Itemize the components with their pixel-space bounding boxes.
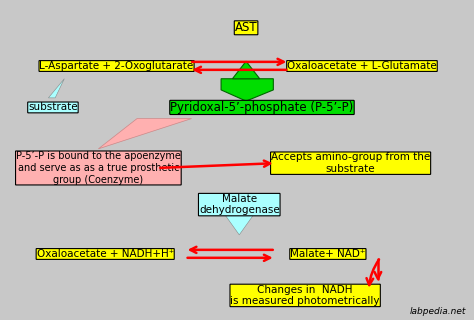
- Text: P-5’-P is bound to the apoenzyme
and serve as as a true prosthetic
group (Coenzy: P-5’-P is bound to the apoenzyme and ser…: [16, 151, 181, 185]
- Text: Oxaloacetate + NADH+H⁺: Oxaloacetate + NADH+H⁺: [36, 249, 174, 259]
- Polygon shape: [226, 216, 253, 235]
- Text: Changes in  NADH
is measured photometrically: Changes in NADH is measured photometrica…: [230, 284, 380, 306]
- Text: Accepts amino-group from the
substrate: Accepts amino-group from the substrate: [271, 152, 430, 174]
- Polygon shape: [221, 79, 273, 101]
- Text: Pyridoxal-5’-phosphate (P-5’-P): Pyridoxal-5’-phosphate (P-5’-P): [170, 101, 354, 114]
- Text: L-Aspartate + 2-Oxoglutarate: L-Aspartate + 2-Oxoglutarate: [39, 61, 194, 71]
- Text: AST: AST: [235, 21, 257, 34]
- Text: Malate
dehydrogenase: Malate dehydrogenase: [199, 194, 280, 215]
- Polygon shape: [232, 61, 260, 79]
- Polygon shape: [99, 119, 191, 149]
- Polygon shape: [48, 79, 64, 98]
- Text: Oxaloacetate + L-Glutamate: Oxaloacetate + L-Glutamate: [287, 61, 437, 71]
- Text: Malate+ NAD⁺: Malate+ NAD⁺: [290, 249, 365, 259]
- Text: substrate: substrate: [28, 102, 78, 112]
- Text: labpedia.net: labpedia.net: [410, 307, 466, 316]
